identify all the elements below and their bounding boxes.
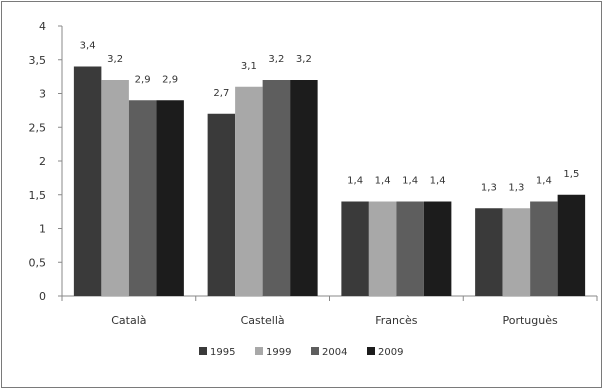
- data-label: 1,4: [347, 176, 363, 187]
- x-category-label: Francès: [375, 314, 418, 327]
- data-label: 1,5: [563, 169, 579, 180]
- y-tick-label: 1: [39, 223, 46, 236]
- bar-2004-3: [530, 201, 558, 296]
- bar-1995-2: [341, 201, 369, 296]
- data-label: 3,4: [80, 41, 96, 52]
- bar-1995-0: [73, 66, 102, 296]
- bar-2004-0: [128, 100, 157, 296]
- bar-1995-3: [475, 208, 503, 296]
- data-label: 2,7: [213, 88, 229, 99]
- x-category-label: Castellà: [241, 314, 285, 327]
- legend-label: 2009: [378, 347, 403, 358]
- data-label: 1,3: [481, 182, 497, 193]
- bar-2004-2: [396, 201, 424, 296]
- y-tick-label: 0: [39, 290, 46, 303]
- bar-1995-1: [207, 113, 236, 296]
- legend-label: 1995: [210, 347, 235, 358]
- data-label: 3,2: [107, 54, 123, 65]
- data-label: 1,4: [536, 176, 552, 187]
- bar-2009-0: [156, 100, 184, 296]
- y-tick-label: 1,5: [29, 189, 47, 202]
- y-tick-label: 3: [39, 88, 46, 101]
- y-tick-label: 0,5: [29, 256, 47, 269]
- data-label: 3,2: [296, 54, 312, 65]
- bar-1999-3: [502, 208, 531, 296]
- data-label: 1,4: [430, 176, 446, 187]
- bar-2009-3: [557, 194, 586, 296]
- legend-swatch-1995: [199, 347, 207, 355]
- legend-swatch-2004: [311, 347, 319, 355]
- data-label: 1,3: [508, 182, 524, 193]
- bar-1999-1: [235, 86, 263, 296]
- data-label: 3,1: [241, 61, 257, 72]
- data-label: 2,9: [162, 74, 178, 85]
- x-category-label: Català: [111, 314, 146, 327]
- data-label: 1,4: [375, 176, 391, 187]
- bar-2009-1: [290, 80, 318, 296]
- legend-label: 2004: [322, 347, 347, 358]
- y-tick-label: 2,5: [29, 121, 47, 134]
- legend-label: 1999: [266, 347, 291, 358]
- bar-1999-0: [101, 80, 129, 296]
- data-label: 1,4: [402, 176, 418, 187]
- bar-1999-2: [368, 201, 397, 296]
- legend-swatch-1999: [255, 347, 263, 355]
- bar-2004-1: [262, 80, 291, 296]
- bar-2009-2: [423, 201, 452, 296]
- y-tick-label: 3,5: [29, 54, 47, 67]
- legend-swatch-2009: [367, 347, 375, 355]
- data-label: 2,9: [135, 74, 151, 85]
- data-label: 3,2: [268, 54, 284, 65]
- y-tick-label: 4: [39, 20, 46, 33]
- x-category-label: Portuguès: [503, 314, 559, 327]
- y-tick-label: 2: [39, 155, 46, 168]
